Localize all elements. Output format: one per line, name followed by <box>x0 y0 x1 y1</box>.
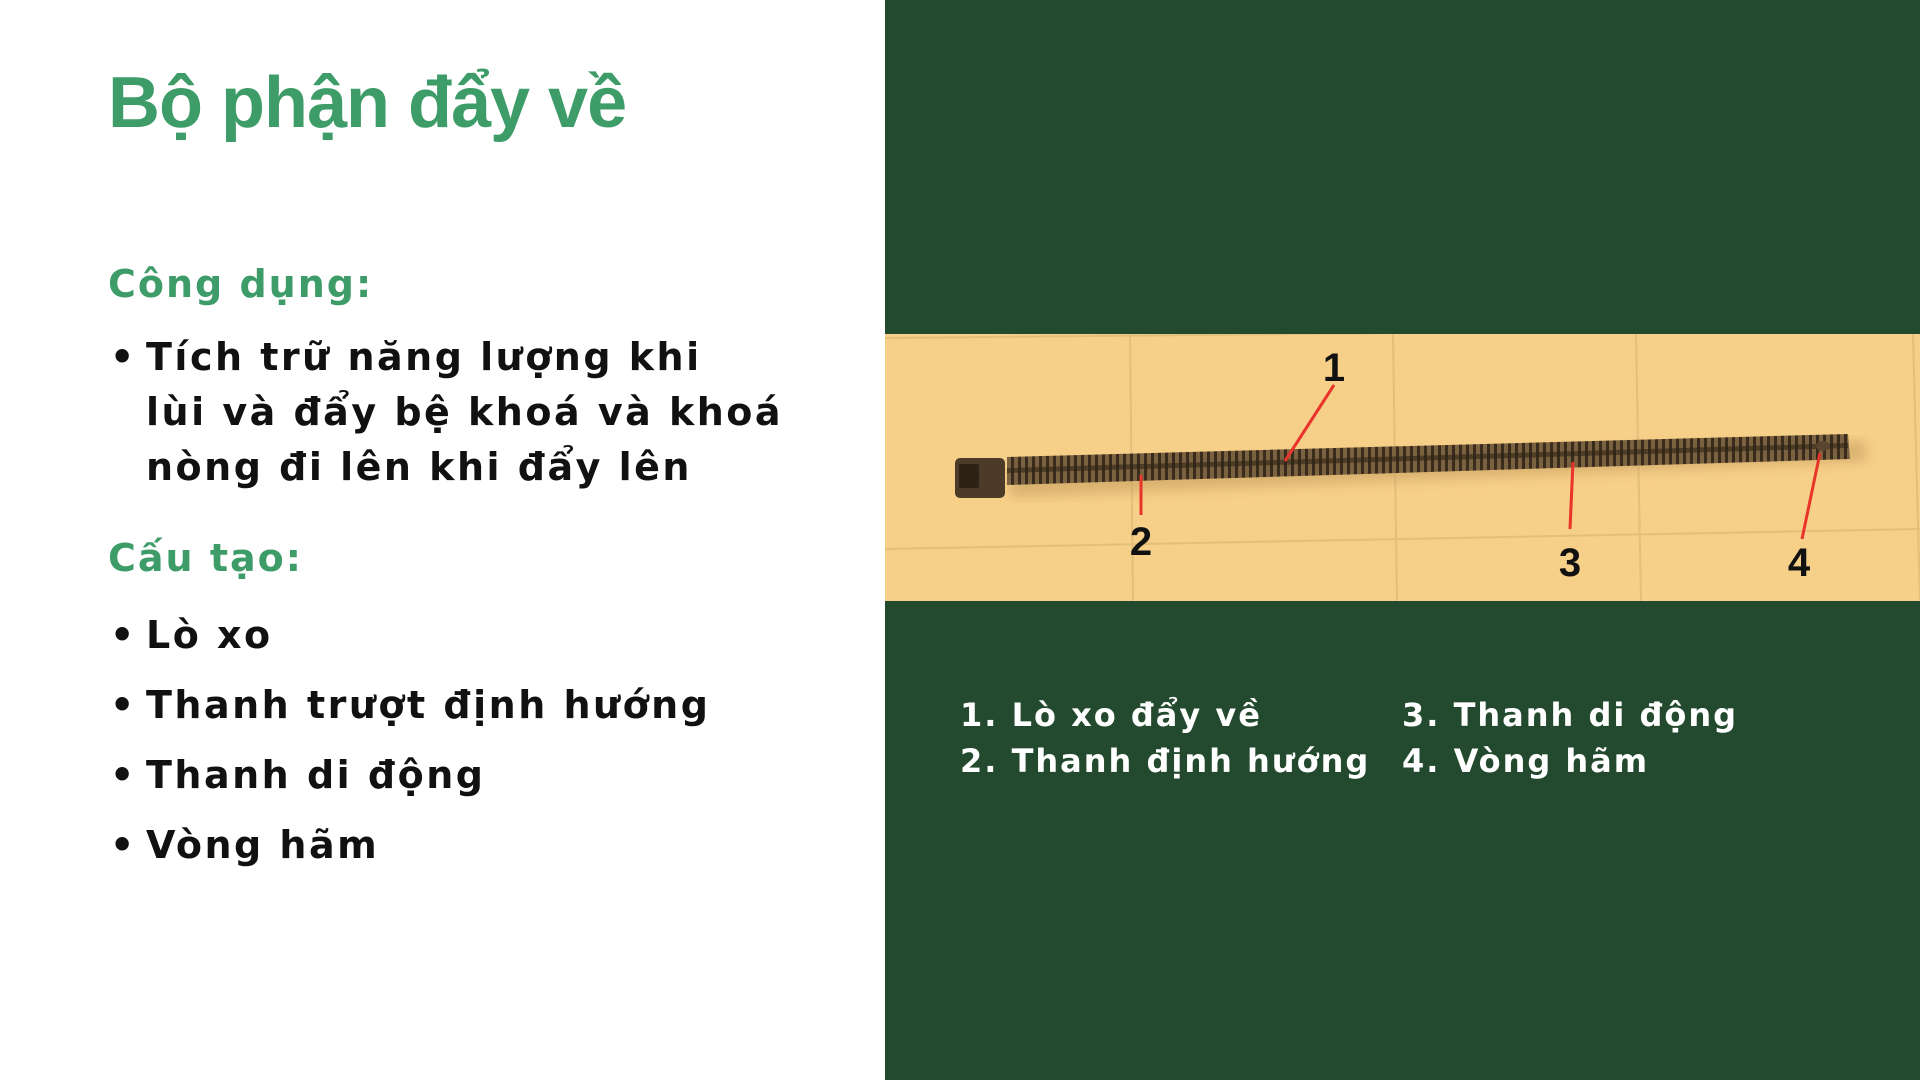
usage-line: nòng đi lên khi đẩy lên <box>146 445 692 489</box>
structure-item-label: Lò xo <box>146 613 273 657</box>
structure-item-label: Vòng hãm <box>146 823 380 867</box>
bullet-dot-icon: • <box>110 753 137 797</box>
usage-item: • Tích trữ năng lượng khi lùi và đẩy bệ … <box>108 330 783 495</box>
callout-lines <box>1139 384 1822 540</box>
slide-title: Bộ phận đẩy về <box>108 63 627 143</box>
usage-heading: Công dụng: <box>108 262 374 306</box>
callout-label-1: 1 <box>1323 346 1345 390</box>
usage-list: • Tích trữ năng lượng khi lùi và đẩy bệ … <box>108 330 783 495</box>
legend-left: 1. Lò xo đẩy về 2. Thanh định hướng <box>960 692 1370 784</box>
legend-item: 4. Vòng hãm <box>1402 742 1650 780</box>
structure-item: • Thanh trượt định hướng <box>108 670 710 740</box>
structure-heading: Cấu tạo: <box>108 536 303 580</box>
structure-item: • Thanh di động <box>108 740 710 810</box>
legend-item: 3. Thanh di động <box>1402 696 1739 734</box>
bullet-dot-icon: • <box>110 683 137 727</box>
legend-item: 2. Thanh định hướng <box>960 742 1371 780</box>
retaining-ring <box>1816 441 1830 451</box>
structure-item: • Vòng hãm <box>108 810 710 880</box>
bullet-dot-icon: • <box>110 335 137 379</box>
structure-list: • Lò xo • Thanh trượt định hướng • Thanh di… <box>108 600 710 880</box>
spring-end-slot <box>959 464 979 488</box>
legend-right: 3. Thanh di động 4. Vòng hãm <box>1402 692 1738 784</box>
left-panel: Bộ phận đẩy về Công dụng: • Tích trữ năn… <box>0 0 885 1080</box>
structure-item-label: Thanh trượt định hướng <box>146 683 711 727</box>
usage-line: Tích trữ năng lượng khi <box>146 335 702 379</box>
callout-label-4: 4 <box>1788 541 1811 585</box>
spring-photo: 1 2 3 4 <box>885 334 1920 601</box>
structure-item-label: Thanh di động <box>146 753 486 797</box>
legend-item: 1. Lò xo đẩy về <box>960 696 1262 734</box>
bullet-dot-icon: • <box>110 823 137 867</box>
structure-item: • Lò xo <box>108 600 710 670</box>
bullet-dot-icon: • <box>110 613 137 657</box>
guide-rod <box>1007 443 1848 473</box>
callout-label-2: 2 <box>1130 520 1152 564</box>
usage-line: lùi và đẩy bệ khoá và khoá <box>146 390 784 434</box>
callout-label-3: 3 <box>1559 541 1581 585</box>
